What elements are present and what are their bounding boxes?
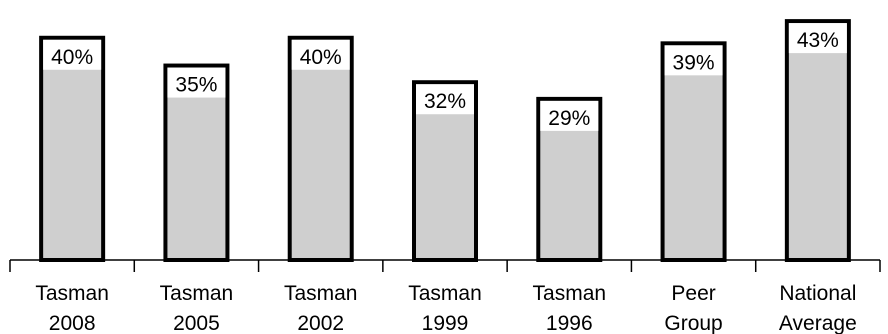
bar xyxy=(39,35,106,263)
x-tick-label: 2008 xyxy=(49,312,96,334)
x-tick-label: Average xyxy=(779,312,857,334)
bar xyxy=(163,63,230,262)
bar-value-label: 29% xyxy=(548,107,590,130)
x-tick-label: Group xyxy=(664,312,722,334)
bar-label-background xyxy=(788,23,847,54)
bar-label-background xyxy=(291,39,350,70)
bar-value-label: 40% xyxy=(51,46,93,69)
bar-label-background xyxy=(416,84,474,115)
x-tick-label: Tasman xyxy=(35,282,109,305)
bar-value-label: 35% xyxy=(175,74,217,97)
bar-value-label: 39% xyxy=(673,51,715,74)
x-tick-label: Tasman xyxy=(284,282,358,305)
bar-value-label: 32% xyxy=(424,90,466,113)
x-tick-label: Tasman xyxy=(408,282,482,305)
x-tick-label: 1999 xyxy=(422,312,469,334)
x-tick-label: Peer xyxy=(671,282,715,305)
x-tick-label: 2005 xyxy=(173,312,220,334)
x-tick-label: Tasman xyxy=(160,282,234,305)
x-tick-label: National xyxy=(779,282,856,305)
bar xyxy=(287,35,354,263)
bar-value-label: 43% xyxy=(797,29,839,52)
bar-label-background xyxy=(540,100,599,131)
x-tick-label: Tasman xyxy=(533,282,607,305)
bar-label-background xyxy=(43,39,102,70)
bar xyxy=(660,41,727,263)
x-tick-label: 2002 xyxy=(297,312,344,334)
bar-value-label: 40% xyxy=(300,46,342,69)
bar-label-background xyxy=(167,67,226,98)
x-tick-label: 1996 xyxy=(546,312,593,334)
bar xyxy=(784,19,851,262)
bar-label-background xyxy=(664,45,723,76)
